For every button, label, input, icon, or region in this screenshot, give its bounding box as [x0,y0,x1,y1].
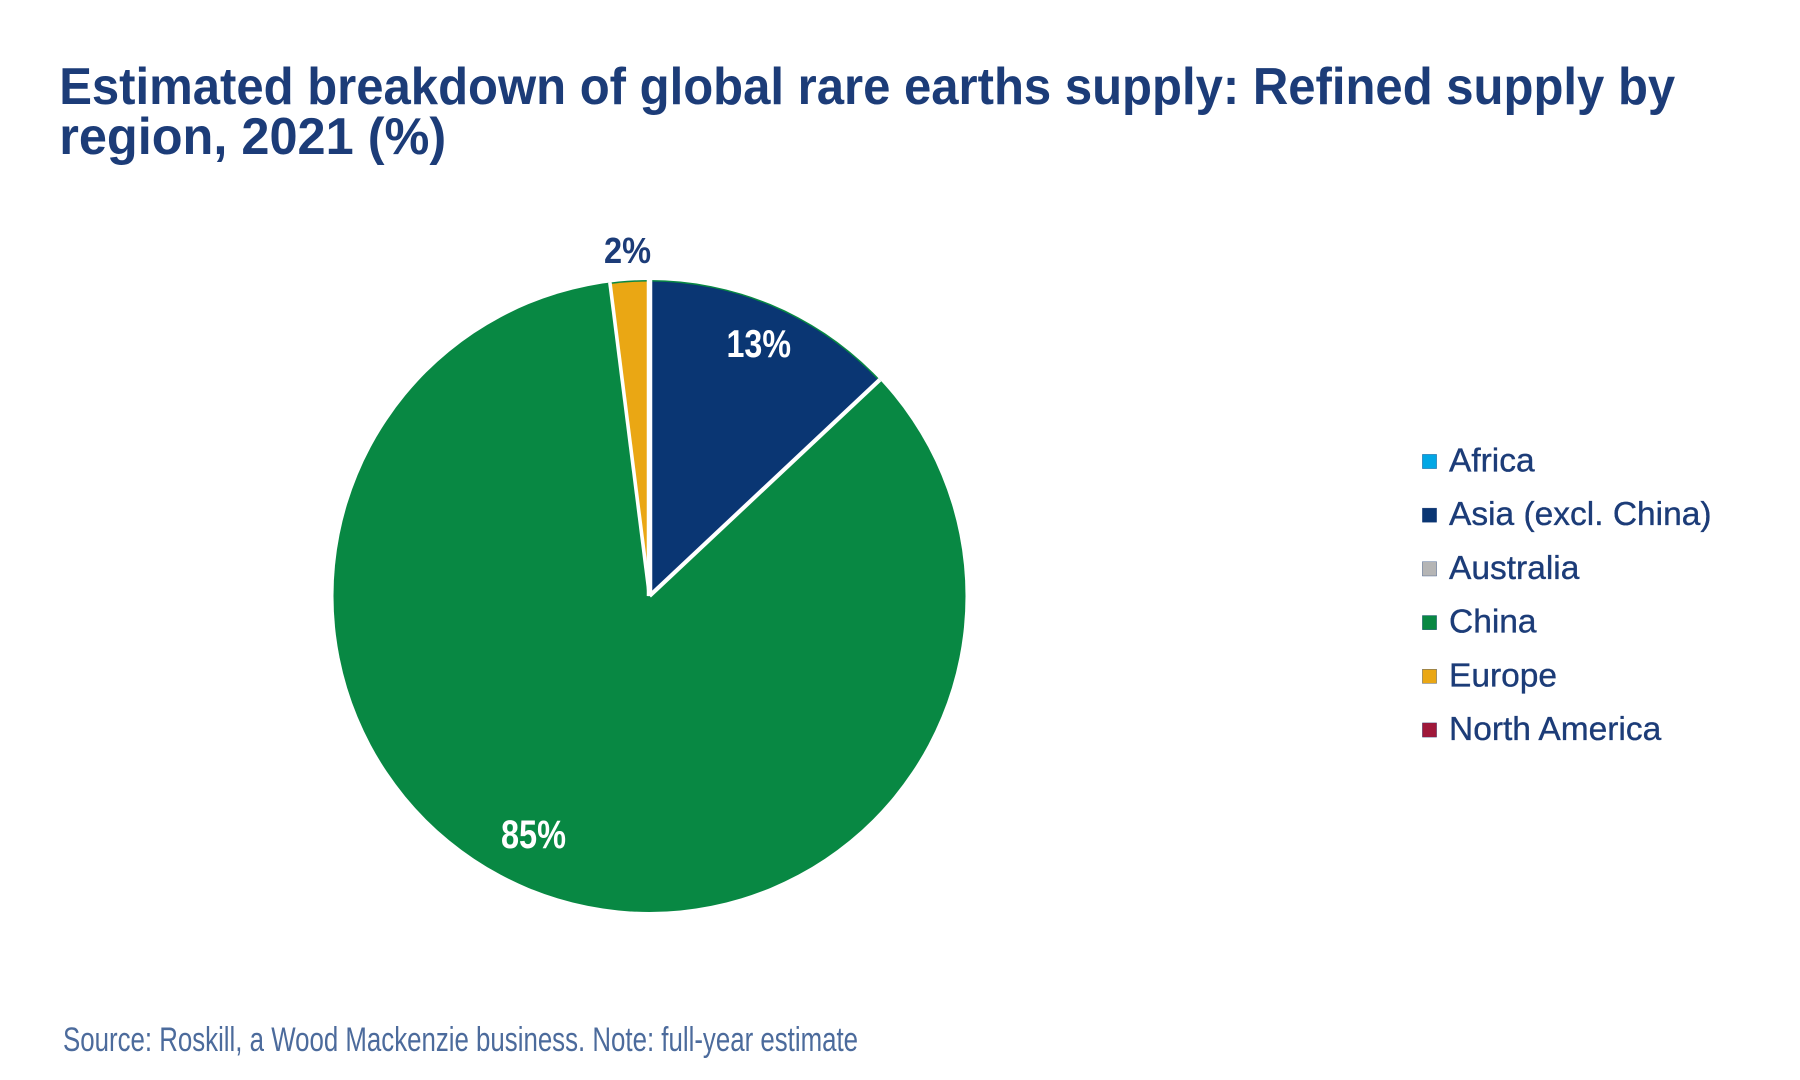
svg-text:85%: 85% [501,813,566,857]
svg-text:Africa: Africa [1449,443,1535,480]
svg-text:North America: North America [1449,711,1662,748]
svg-text:Europe: Europe [1449,657,1557,694]
svg-text:Estimated breakdown of global: Estimated breakdown of global rare earth… [59,58,1675,116]
svg-text:13%: 13% [727,323,792,366]
svg-text:China: China [1449,604,1537,641]
svg-text:Source: Roskill, a Wood Macken: Source: Roskill, a Wood Mackenzie busine… [63,1021,858,1059]
svg-text:Australia: Australia [1449,550,1580,587]
svg-text:region, 2021 (%): region, 2021 (%) [59,108,446,166]
svg-text:Asia (excl. China): Asia (excl. China) [1449,496,1712,533]
svg-text:2%: 2% [604,230,651,271]
